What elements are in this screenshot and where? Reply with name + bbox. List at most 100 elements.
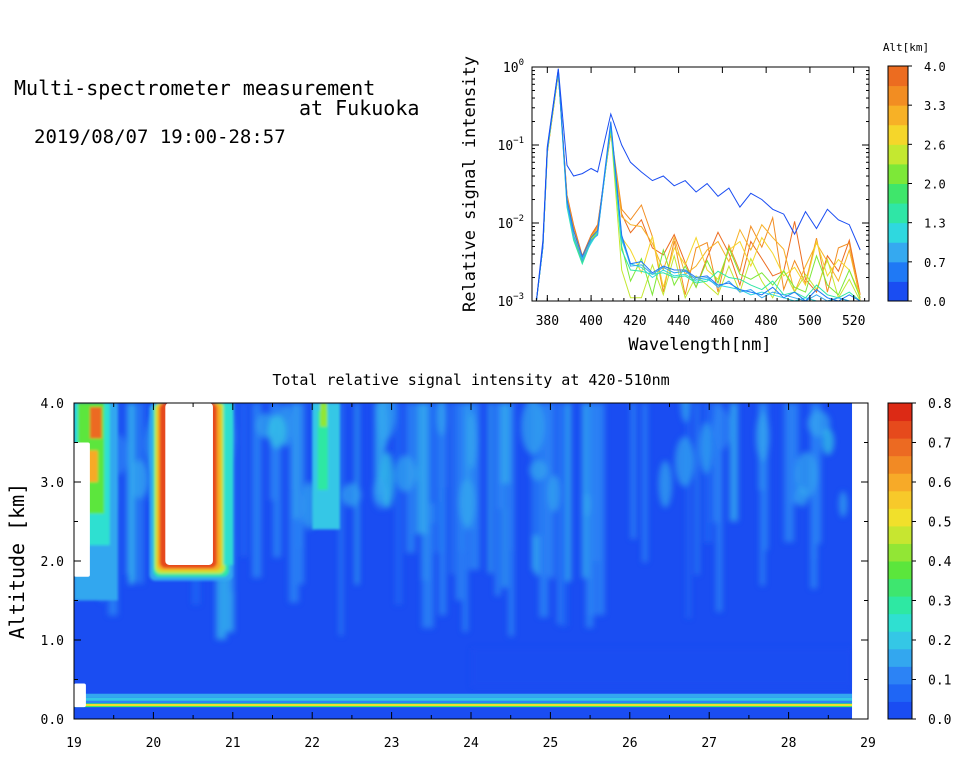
heatmap-streak (815, 403, 822, 544)
heatmap-surface-band (74, 703, 853, 706)
heatmap-streak (729, 403, 738, 522)
heatmap-patch (680, 403, 691, 423)
altitude-colorbar-swatch (888, 222, 908, 243)
intensity-colorbar: 0.8 0.7 0.6 0.5 0.4 0.3 0.2 0.1 0.0 (887, 397, 952, 728)
altitude-colorbar-swatch (888, 281, 908, 302)
intensity-colorbar-tick-label: 0.7 (928, 437, 951, 452)
intensity-colorbar-swatch (888, 543, 912, 562)
spectrum-series-line (535, 72, 861, 301)
date-range-label: 2019/08/07 19:00-28:57 (34, 126, 286, 148)
spectrum-series-line (535, 68, 861, 301)
heatmap-streak (704, 403, 713, 543)
heatmap-streak (586, 403, 596, 616)
heatmap-x-tick-label: 23 (384, 736, 400, 751)
heatmap-patch (711, 407, 731, 451)
spectrum-series-line (535, 70, 861, 301)
heatmap-left-column-layer (89, 406, 102, 439)
altitude-colorbar-tick-label: 2.6 (924, 138, 946, 152)
heatmap-patch (807, 410, 831, 437)
intensity-colorbar-tick-label: 0.6 (928, 476, 951, 491)
heatmap-patch (674, 436, 695, 487)
heatmap-patch (795, 451, 818, 498)
intensity-colorbar-swatch (888, 455, 912, 474)
intensity-colorbar-swatch (888, 683, 912, 702)
intensity-colorbar-swatch (888, 490, 912, 509)
heatmap-column-core (320, 403, 328, 427)
heatmap-column-core (317, 410, 328, 490)
heatmap-patch (822, 428, 835, 456)
spectrum-x-tick-label: 380 (536, 314, 559, 329)
heatmap-streak (713, 403, 721, 523)
spectrum-x-tick-label: 420 (623, 314, 646, 329)
heatmap-streak (494, 403, 501, 596)
spectrum-series-line (535, 72, 861, 301)
spectrum-series-line (535, 73, 861, 301)
spectrum-x-tick-label: 520 (842, 314, 865, 329)
heatmap-missing-region (74, 442, 90, 577)
heatmap-streak (468, 403, 480, 570)
altitude-colorbar-tick-label: 1.3 (924, 217, 946, 231)
heatmap-title: Total relative signal intensity at 420-5… (272, 371, 669, 389)
intensity-colorbar-swatch (888, 473, 912, 492)
heatmap-streak (298, 403, 303, 548)
heatmap-patch (529, 460, 548, 481)
heatmap-y-tick-label: 4.0 (41, 397, 64, 412)
heatmap-streak (581, 403, 592, 579)
intensity-colorbar-tick-label: 0.0 (928, 713, 951, 728)
heatmap-y-tick-label: 2.0 (41, 555, 64, 570)
heatmap-x-tick-label: 20 (146, 736, 162, 751)
heatmap-surface-band (74, 693, 853, 698)
heatmap-streak (686, 403, 691, 619)
heatmap-patch (466, 412, 478, 469)
altitude-colorbar-swatch (888, 105, 908, 126)
heatmap-patch (373, 476, 387, 504)
heatmap-x-tick-label: 27 (701, 736, 717, 751)
heatmap-streak (339, 403, 343, 636)
heatmap-patch (658, 460, 673, 508)
heatmap-x-tick-label: 22 (304, 736, 320, 751)
intensity-colorbar-swatch (888, 561, 912, 580)
intensity-colorbar-swatch (888, 525, 912, 544)
figure-title-line2: at Fukuoka (299, 96, 420, 120)
intensity-colorbar-swatch (888, 508, 912, 527)
altitude-colorbar-tick-label: 4.0 (924, 60, 946, 74)
heatmap-y-tick-label: 3.0 (41, 476, 64, 491)
altitude-colorbar-tick-label: 3.3 (924, 99, 946, 113)
spectrum-y-axis-label: Relative signal intensity (460, 56, 480, 312)
heatmap-streak (630, 403, 637, 540)
heatmap-patch (267, 414, 287, 449)
heatmap-streak (438, 403, 447, 616)
spectrum-series-line (535, 71, 861, 301)
heatmap-streak (509, 403, 514, 551)
heatmap-x-tick-label: 26 (622, 736, 638, 751)
spectrum-series-line (535, 69, 861, 301)
heatmap-streak (421, 403, 434, 629)
heatmap-missing-region (165, 403, 213, 565)
intensity-colorbar-swatch (888, 631, 912, 650)
intensity-colorbar-swatch (888, 596, 912, 615)
heatmap-y-axis-label: Altitude [km] (5, 483, 29, 640)
heatmap-streak (128, 403, 135, 585)
heatmap-patch (547, 475, 560, 512)
heatmap-streak (252, 403, 262, 578)
intensity-colorbar-swatch (888, 666, 912, 685)
altitude-colorbar-label: Alt[km] (883, 41, 929, 54)
heatmap-x-tick-label: 19 (66, 736, 82, 751)
altitude-colorbar-swatch (888, 242, 908, 263)
spectrum-y-tick-label: 10−3 (498, 292, 525, 310)
heatmap-x-tick-label: 24 (463, 736, 479, 751)
heatmap-streak (764, 403, 769, 551)
heatmap-patch (378, 403, 390, 450)
spectrum-plot-frame (531, 66, 870, 302)
intensity-colorbar-tick-label: 0.1 (928, 674, 951, 689)
intensity-colorbar-swatch (888, 701, 912, 720)
heatmap-patch (755, 412, 770, 461)
heatmap-streak (784, 403, 795, 543)
heatmap-streak (450, 403, 454, 575)
spectrum-series-line (535, 71, 861, 301)
spectrum-series-group (535, 68, 861, 301)
intensity-colorbar-tick-label: 0.2 (928, 634, 951, 649)
heatmap-streak (291, 403, 295, 489)
heatmap-streak (565, 403, 572, 582)
